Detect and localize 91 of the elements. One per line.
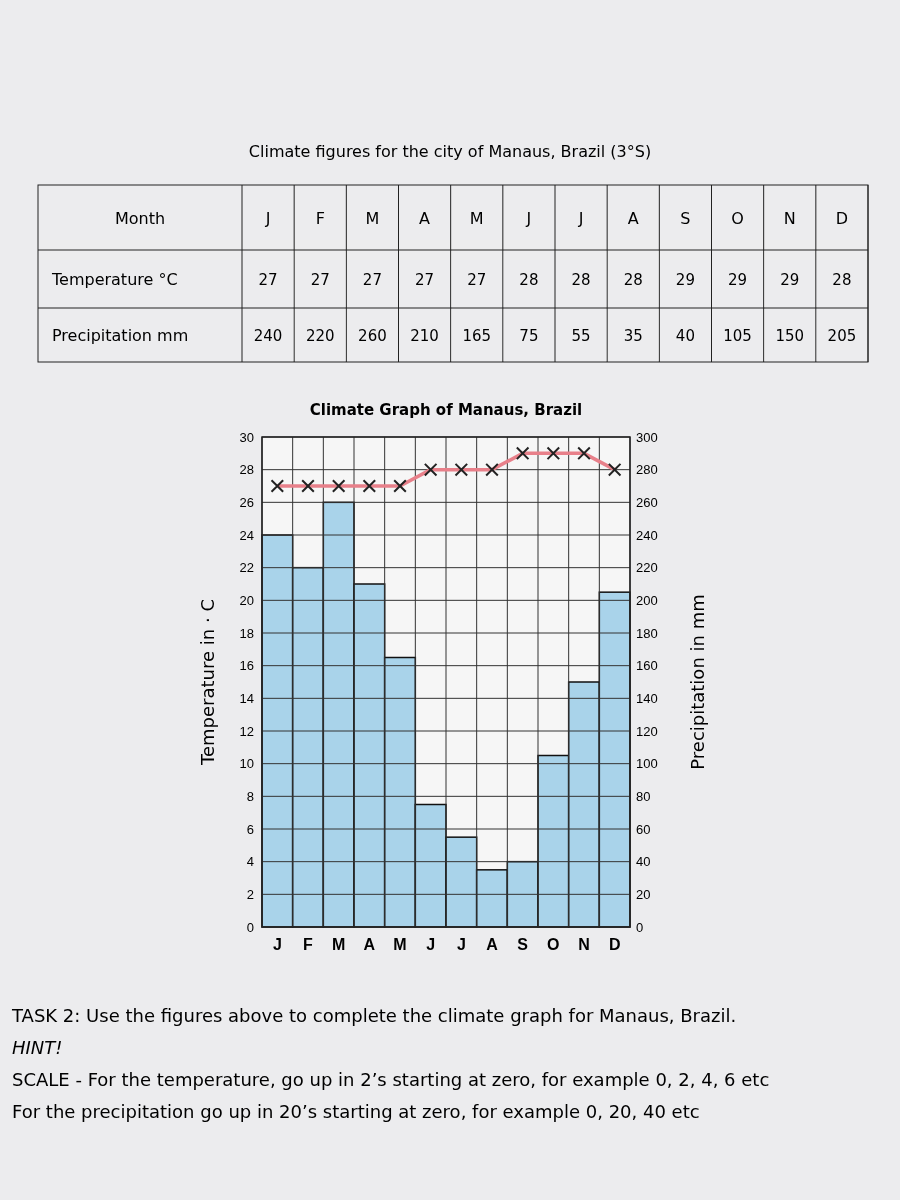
data-label: 105: [723, 327, 752, 345]
y2-tick-label: 180: [636, 625, 658, 641]
data-label: 40: [675, 327, 695, 345]
y2-tick-label: 100: [636, 756, 658, 772]
y-axis-title: Temperature in · C: [197, 599, 218, 766]
data-label: 55: [571, 327, 591, 345]
x-tick-label: F: [315, 208, 325, 228]
y2-tick-label: 280: [636, 462, 658, 478]
x-tick-label: M: [332, 936, 346, 954]
y2-tick-label: 120: [636, 723, 658, 739]
data-label: 35: [623, 327, 643, 345]
y-tick-label: Temperature °C: [51, 270, 178, 289]
y2-axis-title: Precipitation in mm: [687, 594, 708, 770]
data-label: 28: [623, 271, 643, 289]
y-tick-label: 16: [239, 658, 254, 674]
text: For the precipitation go up in 20’s starting at zero, for example 0, 20, 40 etc: [12, 1101, 700, 1122]
y-tick-label: 18: [239, 625, 254, 641]
data-label: 28: [519, 271, 539, 289]
y2-tick-label: 240: [636, 527, 658, 543]
text: HINT!: [12, 1037, 63, 1058]
y-tick-label: 20: [239, 592, 254, 608]
chart-title: Climate figures for the city of Manaus, Brazil (3°S): [248, 142, 652, 161]
x-tick-label: O: [547, 936, 560, 954]
text: TASK 2: Use the figures above to complete the climate graph for Manaus, Brazil.: [11, 1005, 737, 1026]
data-label: 29: [675, 271, 695, 289]
data-label: 27: [362, 271, 382, 289]
data-label: 150: [775, 327, 805, 345]
y2-tick-label: 300: [636, 429, 658, 445]
y2-tick-label: 80: [636, 788, 651, 804]
y-tick-label: 0: [246, 919, 254, 935]
x-tick-label: J: [272, 936, 282, 954]
x-tick-label: J: [456, 936, 466, 954]
y2-tick-label: 140: [636, 690, 658, 706]
x-tick-label: A: [627, 208, 639, 228]
data-label: 27: [415, 271, 435, 289]
y-tick-label: 6: [246, 821, 254, 837]
chart-title: Climate Graph of Manaus, Brazil: [309, 401, 583, 419]
x-tick-label: N: [783, 208, 796, 228]
y-tick-label: 14: [239, 690, 254, 706]
x-tick-label: J: [525, 208, 532, 228]
y-tick-label: 30: [239, 429, 254, 445]
y-tick-label: 12: [239, 723, 254, 739]
x-tick-label: A: [486, 936, 499, 954]
y2-tick-label: 60: [636, 821, 651, 837]
x-tick-label: D: [835, 208, 849, 228]
x-tick-label: A: [419, 208, 431, 228]
y-tick-label: 26: [239, 494, 254, 510]
x-tick-label: A: [363, 936, 376, 954]
data-label: 28: [832, 271, 852, 289]
y2-tick-label: 200: [636, 592, 658, 608]
x-tick-label: J: [426, 936, 436, 954]
x-tick-label: J: [577, 208, 584, 228]
y2-tick-label: 160: [636, 658, 658, 674]
y-tick-label: 28: [239, 462, 254, 478]
data-label: 75: [519, 327, 539, 345]
y-tick-label: 10: [239, 756, 254, 772]
x-tick-label: D: [608, 936, 621, 954]
x-tick-label: M: [393, 936, 407, 954]
data-label: 27: [310, 271, 330, 289]
data-label: 27: [258, 271, 278, 289]
x-tick-label: F: [303, 936, 314, 954]
data-label: 240: [253, 327, 283, 345]
text: Month: [114, 208, 166, 228]
y-tick-label: 2: [246, 886, 254, 902]
y2-tick-label: 0: [636, 919, 644, 935]
data-label: 260: [358, 327, 387, 345]
x-tick-label: S: [680, 208, 691, 228]
y-tick-label: Precipitation mm: [52, 326, 189, 345]
data-label: 28: [571, 271, 591, 289]
data-label: 29: [780, 271, 800, 289]
x-tick-label: O: [731, 208, 744, 228]
y-tick-label: 8: [246, 788, 254, 804]
y-tick-label: 4: [246, 854, 254, 870]
x-tick-label: N: [578, 936, 590, 954]
x-tick-label: J: [264, 208, 271, 228]
x-tick-label: M: [469, 208, 484, 228]
x-tick-label: S: [517, 936, 529, 954]
y2-tick-label: 20: [636, 886, 651, 902]
data-label: 205: [827, 327, 857, 345]
y2-tick-label: 220: [636, 560, 658, 576]
y2-tick-label: 40: [636, 854, 651, 870]
data-label: 220: [305, 327, 335, 345]
y-tick-label: 22: [239, 560, 254, 576]
x-tick-label: M: [365, 208, 380, 228]
y-tick-label: 24: [239, 527, 254, 543]
data-label: 210: [410, 327, 439, 345]
text: SCALE - For the temperature, go up in 2’s starting at zero, for example 0, 2, 4, 6 etc: [12, 1069, 770, 1090]
data-label: 165: [462, 327, 492, 345]
data-label: 27: [467, 271, 487, 289]
y2-tick-label: 260: [636, 494, 658, 510]
data-label: 29: [728, 271, 748, 289]
